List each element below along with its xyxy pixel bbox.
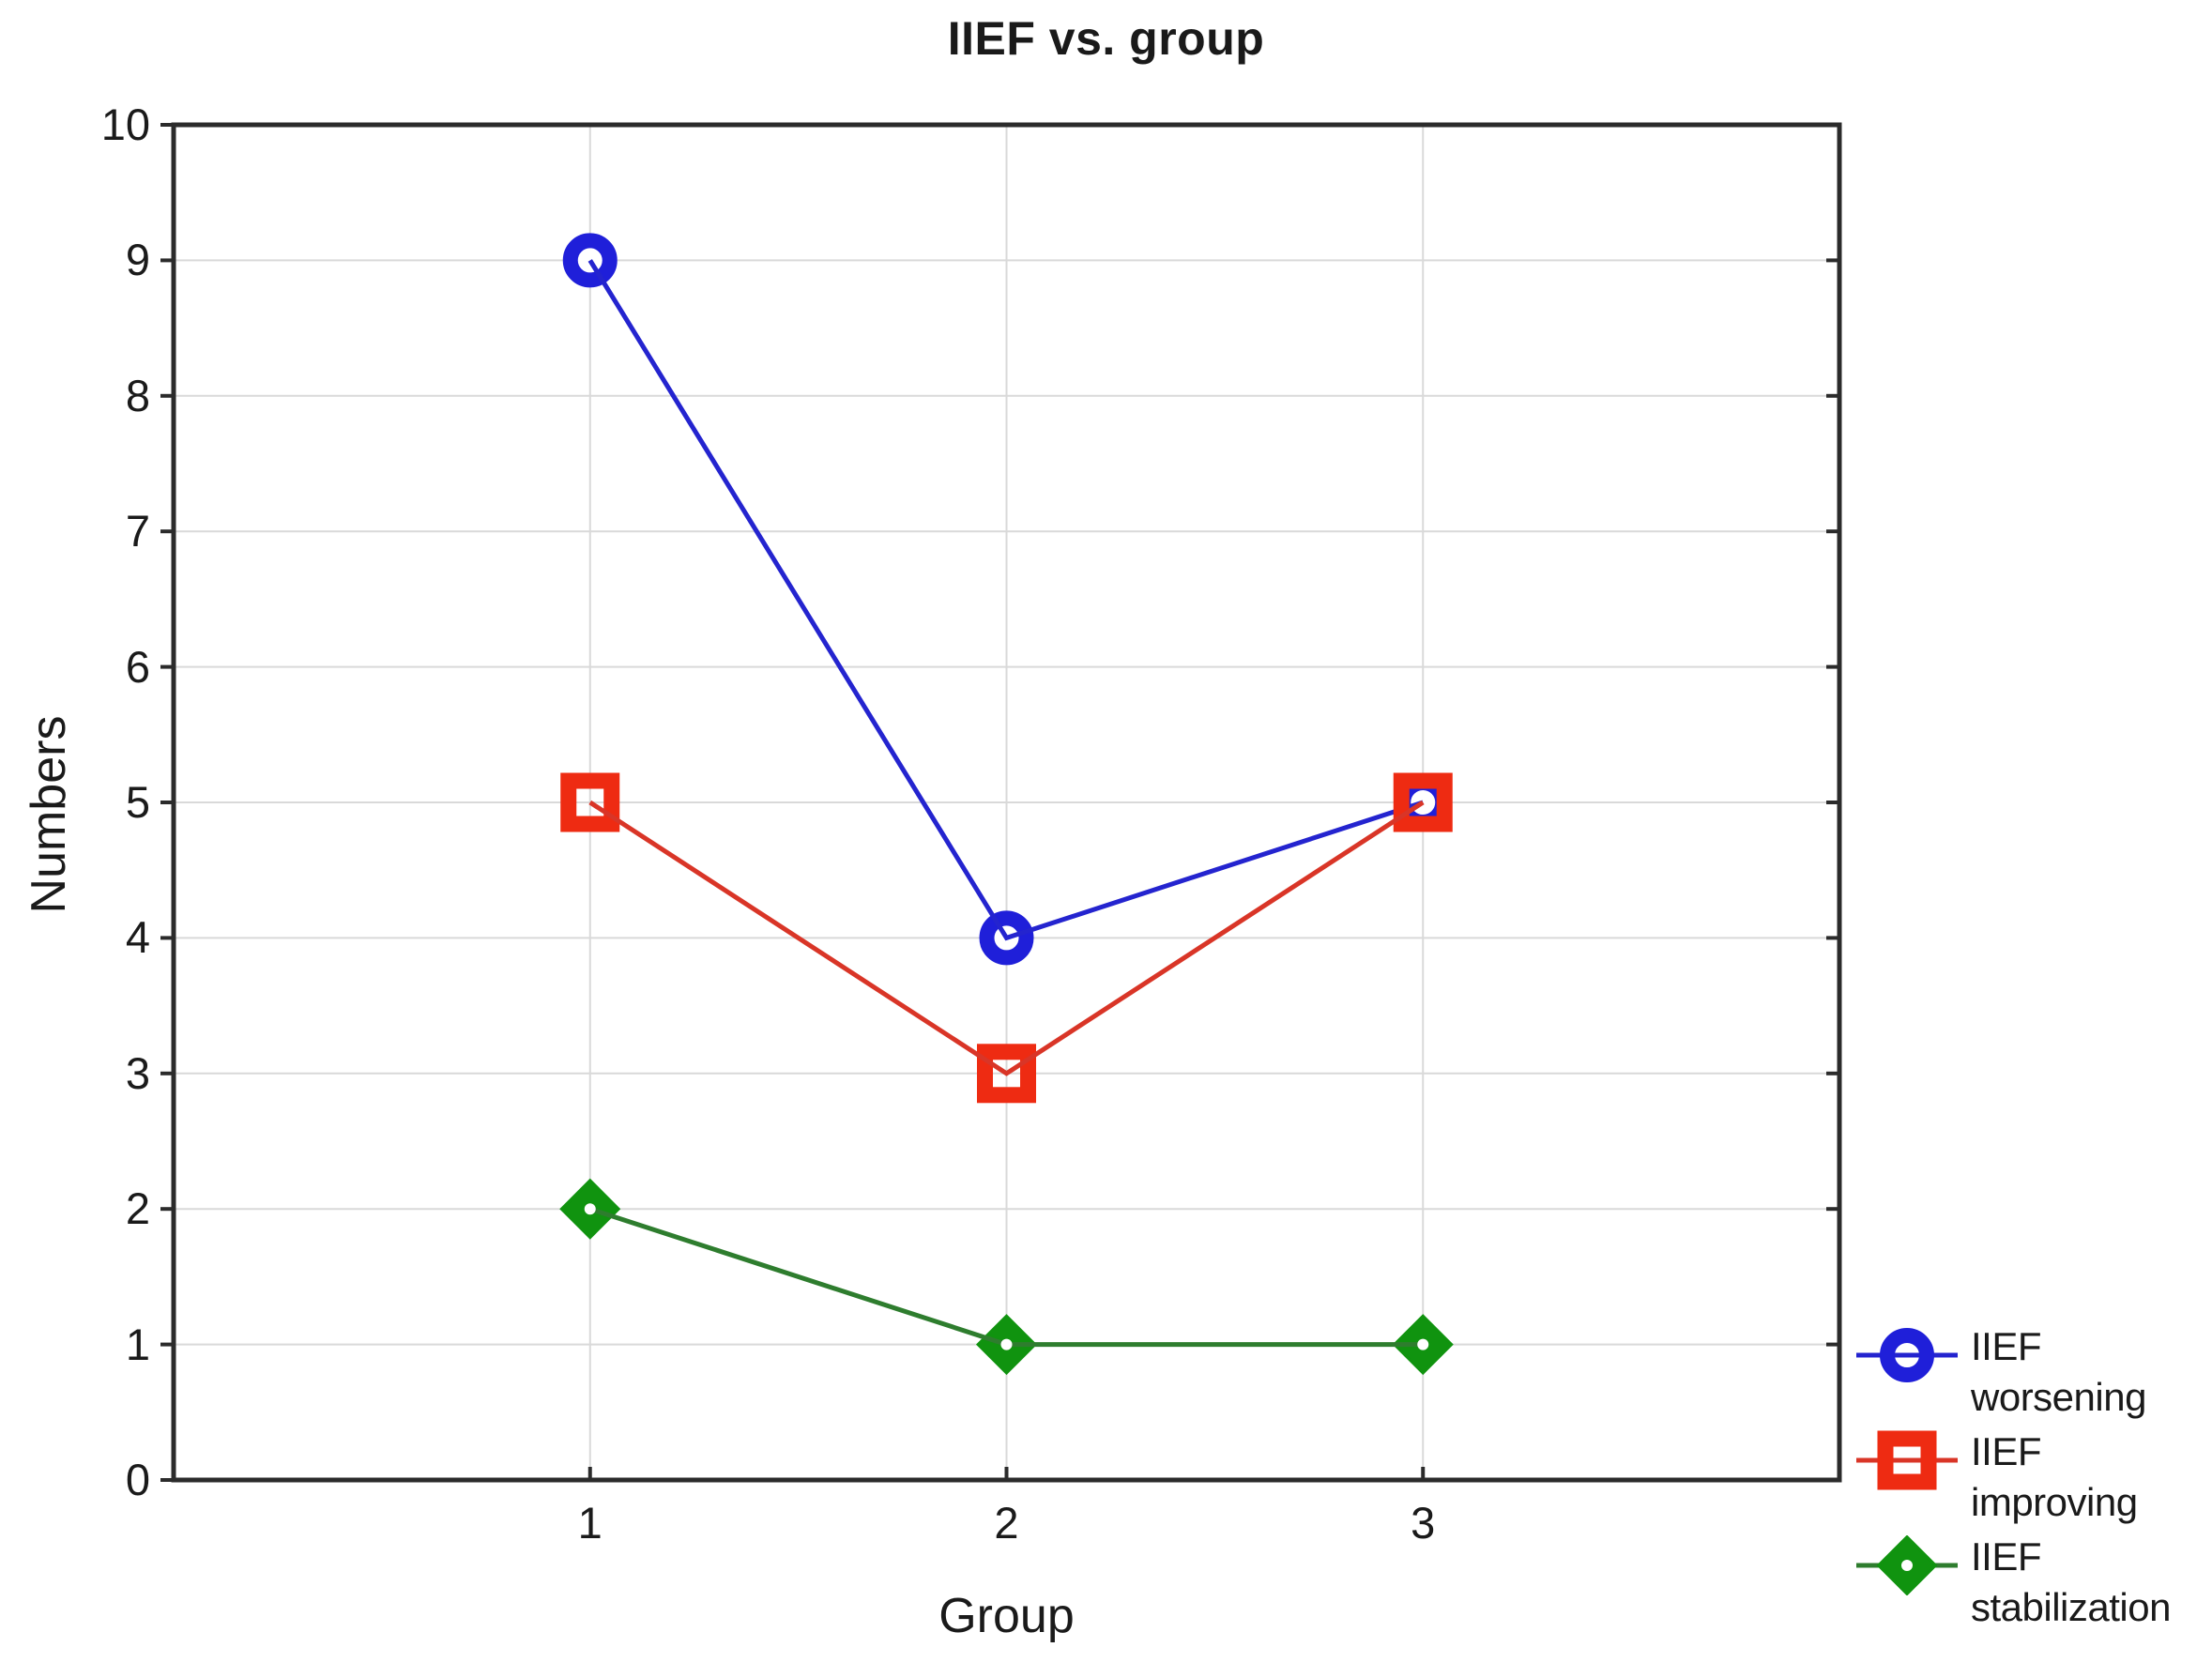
x-tick-label: 3: [1411, 1498, 1436, 1548]
y-tick-label: 8: [125, 370, 150, 420]
x-axis-label: Group: [938, 1589, 1075, 1643]
y-tick-label: 2: [125, 1183, 150, 1234]
y-tick-label: 0: [125, 1455, 150, 1504]
legend-entry-2: IIEF stabilization: [1854, 1532, 2212, 1633]
legend-label: IIEF stabilization: [1971, 1534, 2171, 1629]
diamond-marker-dot: [1000, 1338, 1013, 1350]
square-legend-marker-icon: [1856, 1430, 1958, 1490]
y-tick-label: 6: [125, 641, 150, 692]
y-tick-label: 9: [125, 235, 150, 285]
y-tick-label: 3: [125, 1047, 150, 1098]
square-marker: [977, 1044, 1036, 1104]
x-tick-label: 2: [994, 1498, 1019, 1548]
square-marker: [1877, 1430, 1937, 1490]
diamond-legend-marker-icon: [1856, 1535, 1958, 1595]
square-marker: [1393, 772, 1453, 832]
plot-border: [171, 122, 1842, 1483]
diamond-marker-dot: [1901, 1560, 1913, 1571]
y-tick-label: 5: [125, 777, 150, 827]
diamond-marker-dot: [584, 1203, 596, 1215]
x-tick-label: 1: [577, 1498, 603, 1548]
circle-marker: [1880, 1328, 1934, 1382]
legend-label: IIEF improving: [1971, 1429, 2138, 1524]
legend-entry-0: IIEF worsening: [1854, 1321, 2212, 1423]
series-line-1: [588, 800, 1425, 1076]
legend-label: IIEF worsening: [1971, 1324, 2146, 1419]
y-tick-label: 10: [100, 99, 150, 149]
y-tick-label: 7: [125, 506, 150, 557]
legend: IIEF worsening IIEF improving IIEF stabili…: [1854, 1321, 2212, 1637]
y-tick-label: 4: [125, 912, 150, 963]
square-marker: [560, 772, 620, 832]
diamond-marker-dot: [1417, 1338, 1429, 1350]
chart-title: IIEF vs. group: [947, 12, 1265, 65]
y-tick-label: 1: [125, 1319, 150, 1369]
circle-legend-marker-icon: [1856, 1328, 1958, 1382]
series-line-0: [587, 259, 1425, 941]
legend-entry-1: IIEF improving: [1854, 1426, 2212, 1528]
